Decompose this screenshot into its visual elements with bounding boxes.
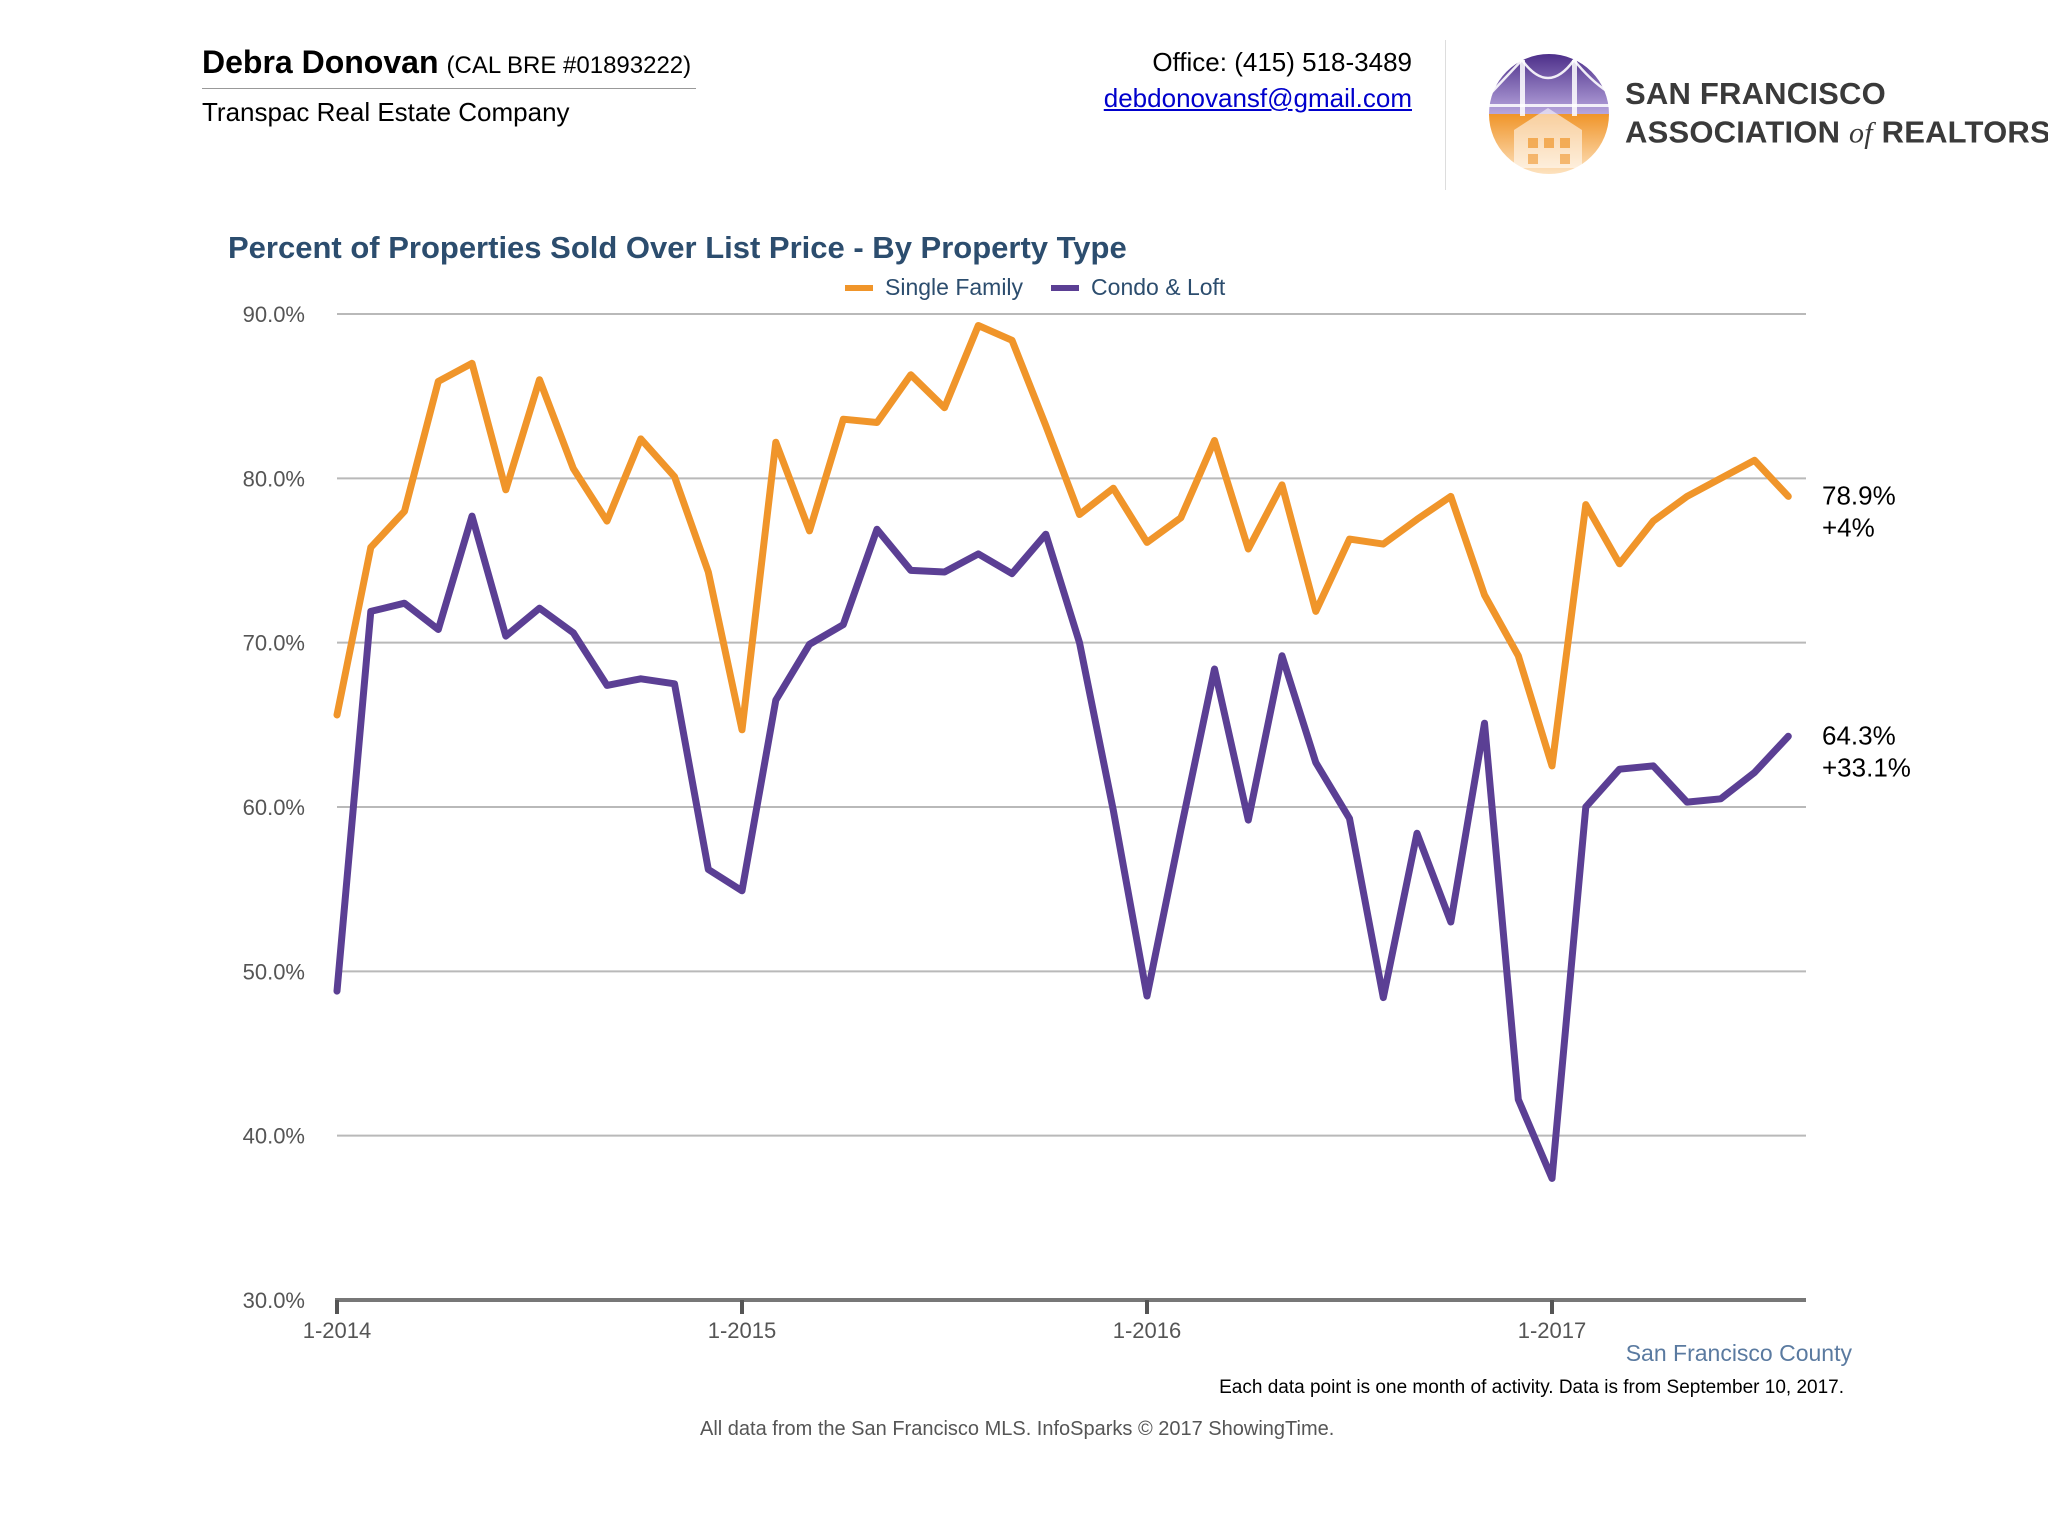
county-label: San Francisco County bbox=[1625, 1340, 1852, 1366]
chart-title: Percent of Properties Sold Over List Pri… bbox=[228, 230, 1127, 265]
association-word: ASSOCIATION bbox=[1625, 114, 1841, 150]
legend-label-condo-loft: Condo & Loft bbox=[1091, 274, 1226, 300]
y-tick-label: 90.0% bbox=[243, 302, 305, 327]
x-tick-label: 1-2014 bbox=[303, 1318, 372, 1343]
end-change-label-single-family: +4% bbox=[1822, 512, 1875, 542]
agent-block: Debra Donovan (CAL BRE #01893222) Transp… bbox=[202, 44, 696, 128]
data-note: Each data point is one month of activity… bbox=[1219, 1377, 1844, 1398]
realtors-word: REALTORS bbox=[1881, 114, 2048, 150]
email-link[interactable]: debdonovansf@gmail.com bbox=[1103, 83, 1412, 113]
series-line-single-family bbox=[333, 322, 1792, 770]
y-tick-label: 40.0% bbox=[243, 1124, 305, 1149]
legend-item-condo-loft: Condo & Loft bbox=[1051, 274, 1225, 301]
end-value-label-condo-loft: 64.3% bbox=[1822, 720, 1896, 750]
series-line-condo-loft bbox=[333, 512, 1792, 1182]
legend-label-single-family: Single Family bbox=[885, 274, 1024, 300]
association-name: SAN FRANCISCO ASSOCIATION of REALTORS® bbox=[1625, 76, 2048, 150]
header-divider bbox=[1445, 40, 1446, 190]
office-phone: Office: (415) 518-3489 bbox=[1152, 47, 1412, 77]
y-tick-label: 60.0% bbox=[243, 795, 305, 820]
x-tick-label: 1-2017 bbox=[1518, 1318, 1587, 1343]
source-note: All data from the San Francisco MLS. Inf… bbox=[700, 1418, 1335, 1440]
agent-company: Transpac Real Estate Company bbox=[202, 97, 570, 127]
y-tick-label: 70.0% bbox=[243, 631, 305, 656]
x-tick-label: 1-2016 bbox=[1113, 1318, 1182, 1343]
chart-legend: Single Family Condo & Loft bbox=[845, 274, 1253, 301]
association-line1: SAN FRANCISCO bbox=[1625, 76, 1886, 111]
agent-name-row: Debra Donovan (CAL BRE #01893222) bbox=[202, 44, 696, 84]
golden-gate-bridge-house-logo-icon bbox=[1489, 54, 1609, 174]
y-tick-label: 30.0% bbox=[243, 1288, 305, 1313]
y-tick-label: 50.0% bbox=[243, 959, 305, 984]
association-of: of bbox=[1849, 116, 1873, 150]
legend-swatch-single-family bbox=[845, 284, 873, 291]
end-value-label-single-family: 78.9% bbox=[1822, 480, 1896, 510]
agent-license: (CAL BRE #01893222) bbox=[446, 52, 692, 79]
legend-item-single-family: Single Family bbox=[845, 274, 1023, 301]
association-line2: ASSOCIATION of REALTORS® bbox=[1625, 111, 2048, 150]
agent-divider bbox=[202, 88, 696, 89]
x-tick-label: 1-2015 bbox=[708, 1318, 777, 1343]
agent-name: Debra Donovan bbox=[202, 44, 439, 80]
legend-swatch-condo-loft bbox=[1051, 284, 1080, 291]
contact-block: Office: (415) 518-3489 debdonovansf@gmai… bbox=[1104, 44, 1412, 116]
end-change-label-condo-loft: +33.1% bbox=[1822, 752, 1911, 782]
y-tick-label: 80.0% bbox=[243, 466, 305, 491]
